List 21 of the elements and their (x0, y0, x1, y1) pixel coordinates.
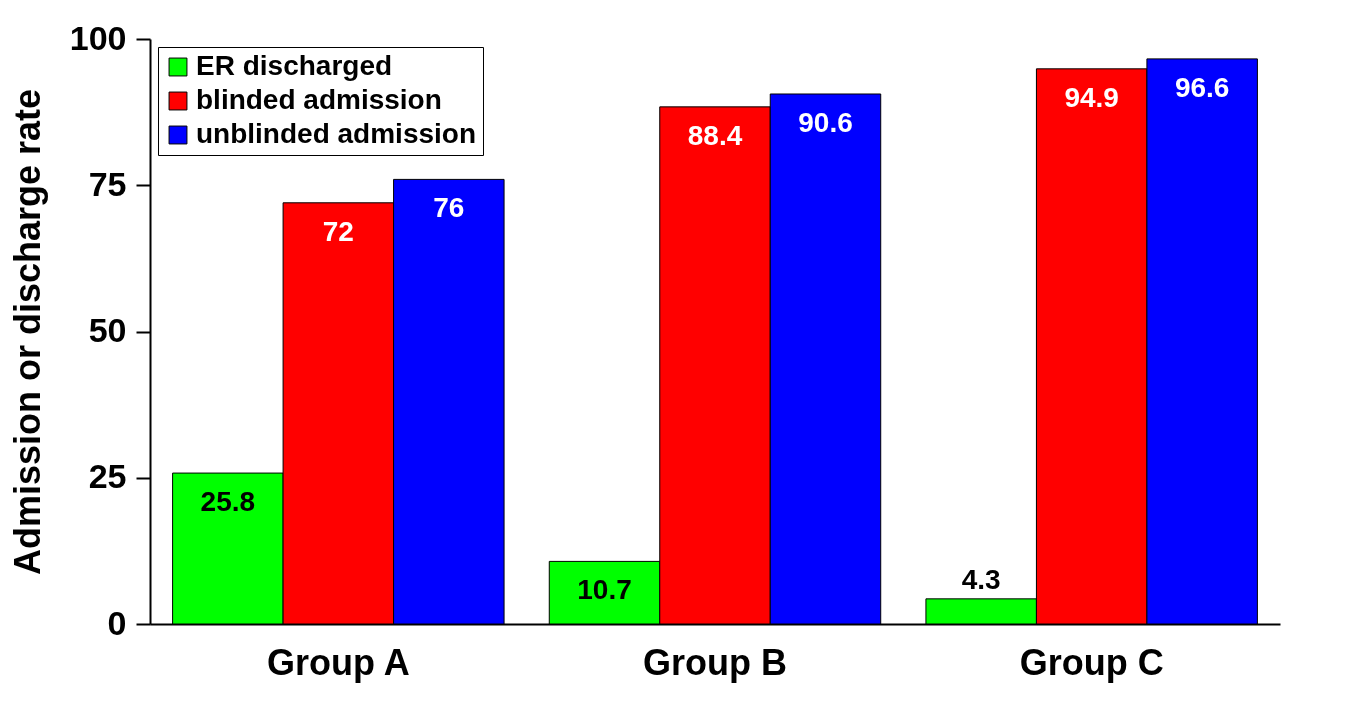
data-label: 76 (433, 192, 465, 224)
y-tick-label: 25 (88, 457, 127, 496)
data-label: 88.4 (687, 119, 743, 151)
legend-label: blinded admission (196, 84, 442, 115)
data-label: 25.8 (200, 486, 256, 518)
data-label: 72 (322, 215, 354, 247)
data-label: 96.6 (1174, 71, 1230, 103)
data-label: 94.9 (1064, 81, 1119, 113)
y-tick-label: 100 (69, 18, 127, 57)
data-label: 4.3 (961, 563, 1001, 595)
data-label: 90.6 (798, 106, 853, 138)
legend-label: ER discharged (196, 50, 393, 81)
legend-label: unblinded admission (196, 118, 477, 149)
x-tick-label: Group B (643, 641, 787, 683)
y-tick-label: 50 (88, 311, 127, 349)
y-tick-label: 75 (88, 164, 127, 203)
y-axis-title: Admission or discharge rate (6, 88, 48, 576)
x-tick-label: Group A (267, 641, 410, 683)
y-tick-label: 0 (107, 603, 127, 642)
data-label: 10.7 (577, 574, 632, 606)
x-tick-label: Group C (1019, 641, 1164, 683)
